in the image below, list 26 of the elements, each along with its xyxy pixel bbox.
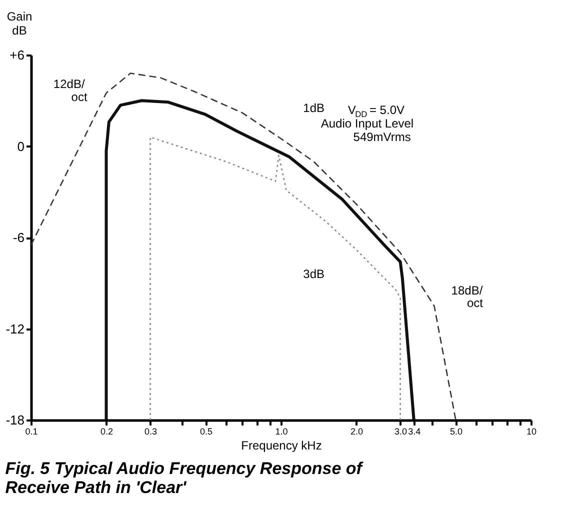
- x-tick-label: 3.4: [408, 426, 421, 436]
- x-tick-label: 3.0: [394, 426, 408, 436]
- text: Fig. 5 Typical Audio Frequency Response of Receive Path in 'Clear': [5, 459, 364, 497]
- y-tick-label: -12: [6, 321, 24, 336]
- x-tick-label: 5.0: [450, 426, 462, 436]
- annotation: 3dB: [303, 267, 325, 281]
- x-tick-label: 0.3: [144, 426, 158, 436]
- annotation: 549mVrms: [353, 130, 411, 144]
- annotation: oct: [467, 296, 484, 310]
- y-tick-label: 0: [17, 138, 24, 154]
- x-tick-label: 0.1: [25, 426, 38, 436]
- annotation: Audio Input Level: [320, 116, 414, 130]
- x-tick-label: 10: [526, 426, 537, 436]
- y-tick-label: +6: [10, 48, 24, 62]
- x-tick-label: 0.5: [200, 426, 212, 436]
- annotation: oct: [71, 90, 88, 104]
- annotation: 18dB/: [451, 283, 484, 298]
- annotation: 12dB/: [53, 77, 86, 92]
- y-tick-label: -18: [6, 412, 24, 428]
- x-tick-label: 1.0: [275, 426, 288, 436]
- annotation: 1dB: [303, 100, 325, 115]
- x-tick-label: 0.2: [100, 426, 114, 436]
- x-axis-title: Frequency kHz: [241, 438, 322, 452]
- y-tick-label: -6: [12, 230, 24, 245]
- y-axis-title: Gain dB: [6, 10, 32, 38]
- x-tick-label: 2.0: [350, 426, 364, 436]
